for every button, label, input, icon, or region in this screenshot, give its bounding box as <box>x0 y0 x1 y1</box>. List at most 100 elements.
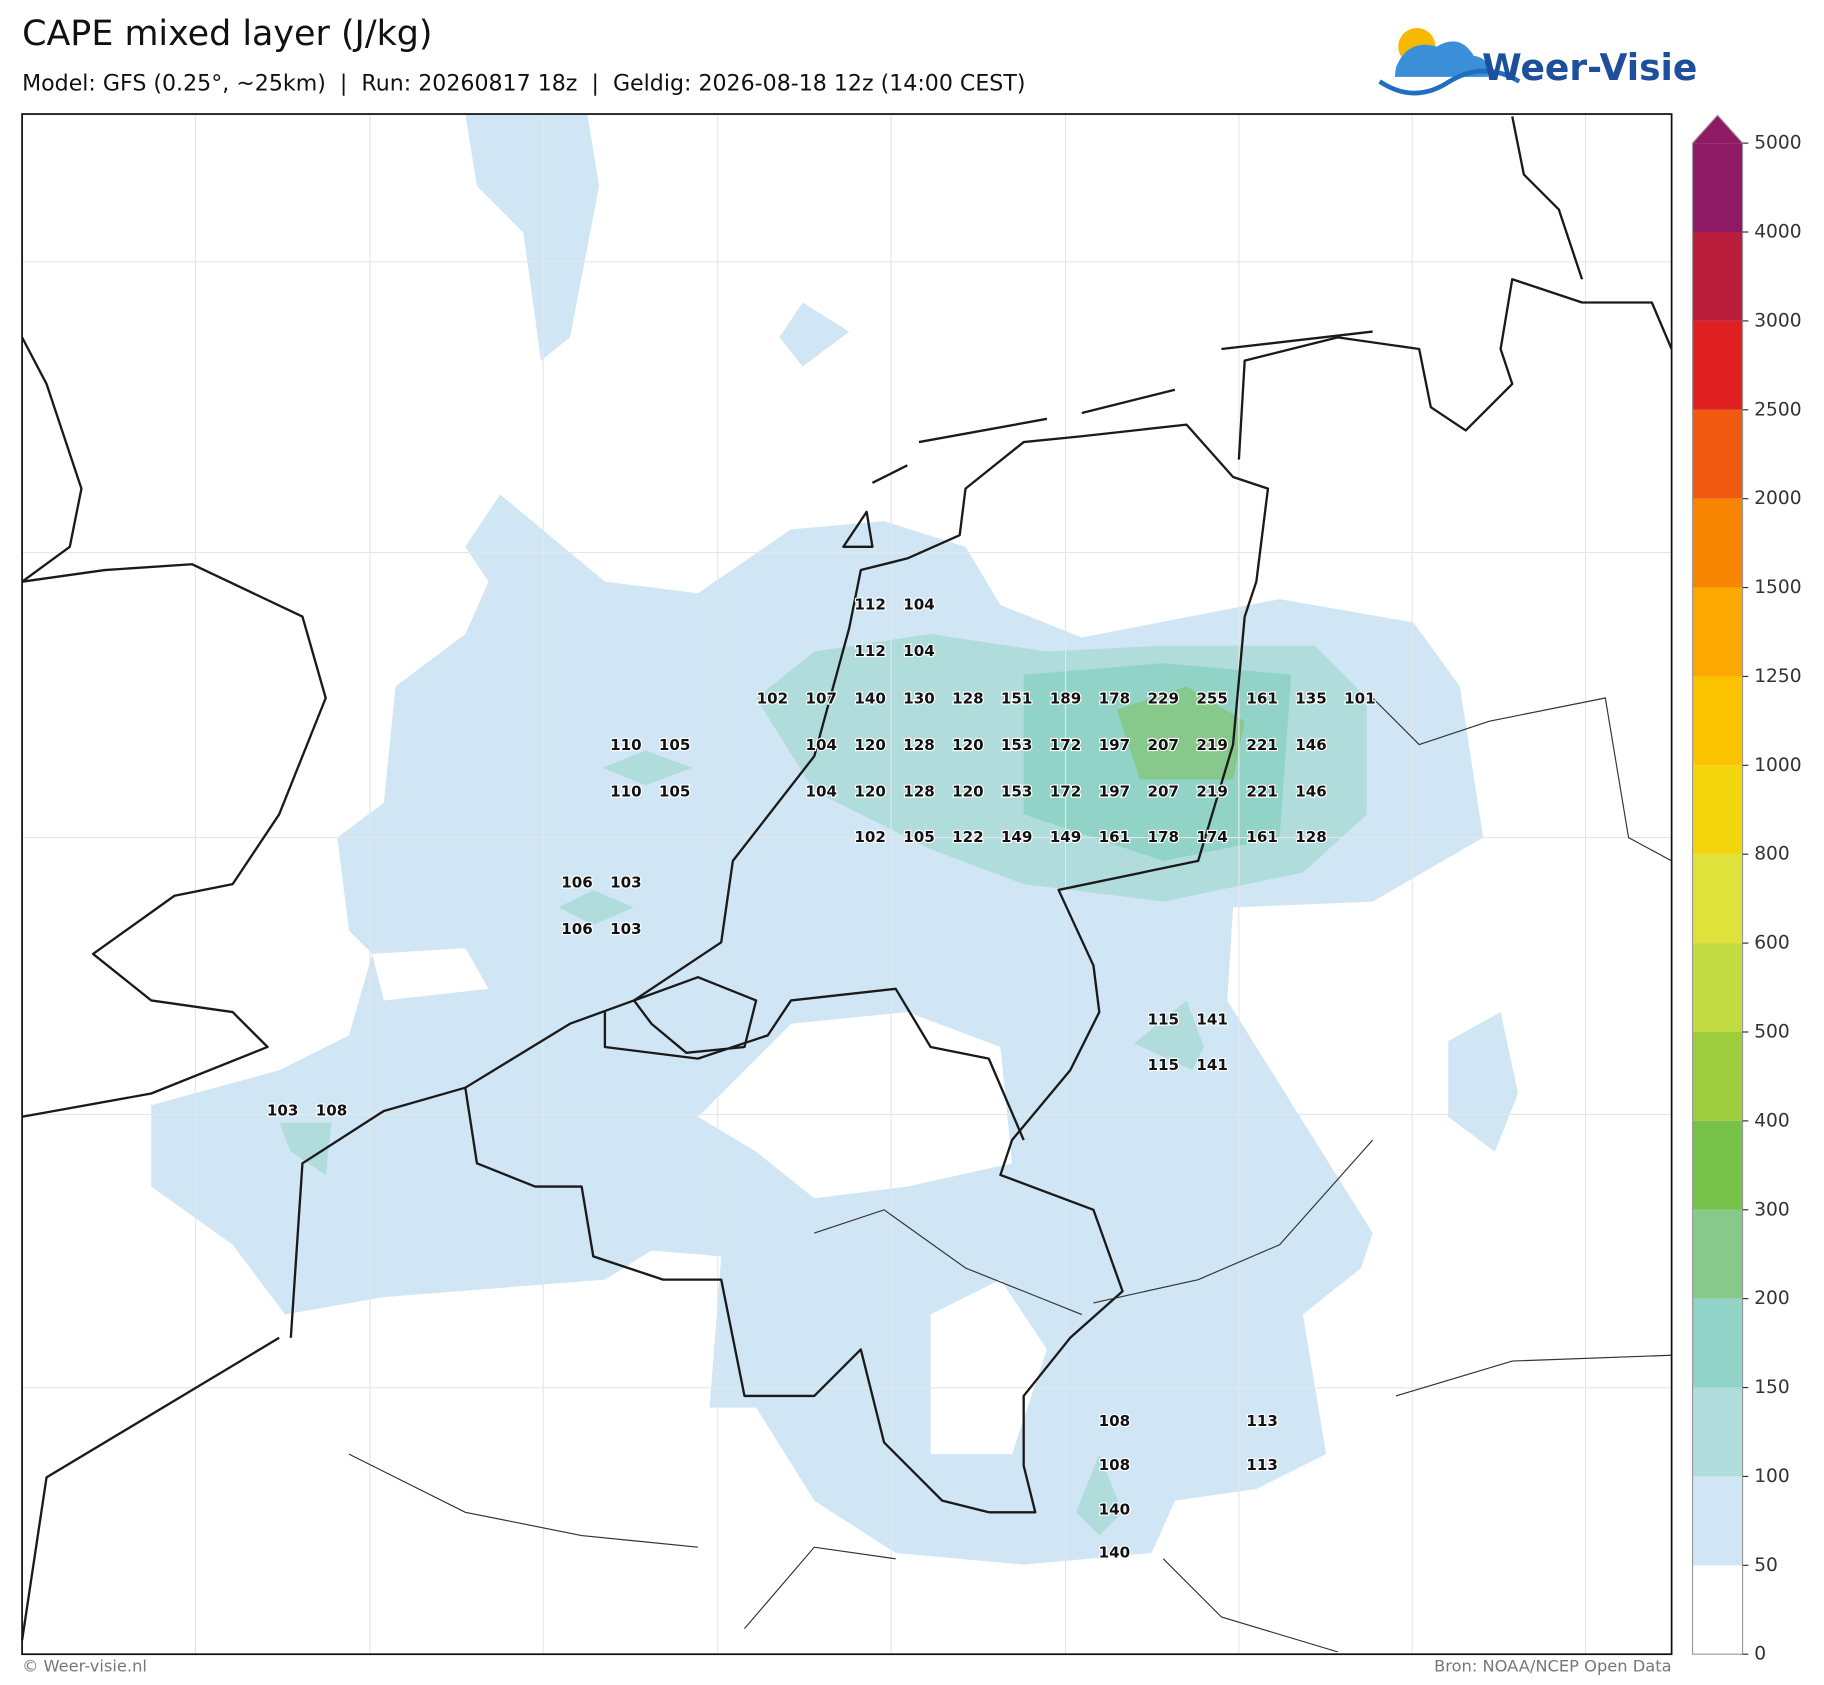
cape-value: 229 <box>1147 690 1179 708</box>
copyright: © Weer-visie.nl <box>22 1657 147 1676</box>
country-border <box>603 987 1025 1141</box>
cape-value: 189 <box>1050 690 1082 708</box>
colorbar-band <box>1692 943 1743 1032</box>
cape-value: 219 <box>1196 736 1228 754</box>
graticule <box>22 114 1672 1655</box>
cape-value: 105 <box>903 828 935 846</box>
cape-value: 104 <box>805 783 837 801</box>
colorbar-tick-label: 150 <box>1754 1377 1790 1398</box>
coastline <box>1237 278 1673 460</box>
cape-value: 172 <box>1050 736 1082 754</box>
cape-value: 140 <box>1099 1500 1131 1518</box>
coastline <box>1511 116 1584 280</box>
cape-value: 122 <box>952 828 984 846</box>
cape-value: 112 <box>854 642 886 660</box>
map-frame <box>21 113 1673 1656</box>
colorbar-tick-label: 2000 <box>1754 488 1801 509</box>
cape-value: 107 <box>805 690 837 708</box>
cape-area <box>779 302 850 367</box>
cape-value: 174 <box>1196 828 1228 846</box>
colorbar-tick-label: 50 <box>1754 1555 1778 1576</box>
colorbar-band <box>1692 854 1743 944</box>
colorbar-tick-label: 100 <box>1754 1466 1790 1487</box>
cape-value: 115 <box>1147 1056 1179 1074</box>
cape-value: 255 <box>1196 690 1228 708</box>
colorbar-band <box>1692 409 1743 499</box>
cape-value: 146 <box>1295 736 1327 754</box>
cape-value: 128 <box>952 690 984 708</box>
cape-value: 113 <box>1246 1456 1278 1474</box>
cape-gap <box>930 1279 1047 1455</box>
cape-value: 172 <box>1050 783 1082 801</box>
logo-text: Weer-Visie <box>1482 47 1697 89</box>
colorbar-tick-label: 1500 <box>1754 577 1801 598</box>
colorbar-band <box>1692 765 1743 855</box>
cape-value: 207 <box>1147 736 1179 754</box>
cape-value: 141 <box>1196 1056 1228 1074</box>
cape-value: 149 <box>1001 828 1033 846</box>
cape-value: 104 <box>903 595 935 613</box>
cape-value: 161 <box>1099 828 1131 846</box>
cape-area <box>1076 1454 1123 1536</box>
map: 112 104 112 104 102 107 140 130 128 151 189 178 229 2… <box>20 113 1673 1656</box>
colorbar-tick-label: 3000 <box>1754 310 1801 331</box>
cape-value: 120 <box>854 783 886 801</box>
colorbar-tick-label: 500 <box>1754 1021 1790 1042</box>
grid-line <box>22 114 1672 1655</box>
cape-value: 128 <box>903 736 935 754</box>
cape-fill <box>151 114 1519 1565</box>
coastlines <box>20 116 1673 1641</box>
coastline <box>21 563 327 1118</box>
cape-area <box>465 114 600 361</box>
colorbar-extension <box>1692 115 1743 144</box>
cape-gap <box>697 1012 1013 1199</box>
colorbar-tick-label: 1000 <box>1754 755 1801 776</box>
colorbar-tick-label: 5000 <box>1754 133 1801 154</box>
colorbar-tick-label: 600 <box>1754 933 1790 954</box>
cape-area <box>602 750 693 786</box>
colorbar-tick-label: 800 <box>1754 844 1790 865</box>
cape-value: 105 <box>659 736 691 754</box>
colorbar-tick-label: 400 <box>1754 1110 1790 1131</box>
cape-value: 151 <box>1001 690 1033 708</box>
cape-value: 153 <box>1001 783 1033 801</box>
cape-values: 112 104 112 104 102 107 140 130 128 151 189 178 229 2… <box>266 594 1377 1562</box>
cape-value: 140 <box>854 690 886 708</box>
region-border <box>348 697 1672 1653</box>
logo: Weer-Visie <box>1378 27 1697 96</box>
colorbar-band <box>1692 320 1743 410</box>
colorbar-band <box>1692 676 1743 766</box>
cape-value: 106 <box>561 920 593 938</box>
logo-cloud <box>1394 41 1489 77</box>
cape-value: 120 <box>952 783 984 801</box>
borders <box>348 616 1672 1653</box>
colorbar-band <box>1692 1031 1743 1121</box>
cape-value: 113 <box>1246 1412 1278 1430</box>
colorbar-band <box>1692 1387 1743 1477</box>
colorbar-outline <box>1691 114 1744 1655</box>
cape-value: 101 <box>1344 690 1376 708</box>
cape-value: 221 <box>1246 736 1278 754</box>
cape-value: 197 <box>1099 736 1131 754</box>
colorbar-band <box>1692 1298 1743 1388</box>
colorbar-band <box>1692 1209 1743 1299</box>
cape-value: 103 <box>267 1101 299 1119</box>
colorbar-tick-label: 4000 <box>1754 222 1801 243</box>
cape-value: 140 <box>1099 1544 1131 1562</box>
cape-value: 161 <box>1246 828 1278 846</box>
colorbar-tick-label: 2500 <box>1754 399 1801 420</box>
cape-area <box>279 1122 332 1175</box>
cape-value: 108 <box>1099 1456 1131 1474</box>
cape-value: 153 <box>1001 736 1033 754</box>
cape-value: 146 <box>1295 783 1327 801</box>
cape-value: 135 <box>1295 690 1327 708</box>
colorbar-band <box>1692 1120 1743 1210</box>
coastline <box>21 336 83 583</box>
colorbar-tick-label: 300 <box>1754 1199 1790 1220</box>
cape-value: 115 <box>1147 1011 1179 1029</box>
cape-value: 110 <box>610 736 642 754</box>
cape-value: 104 <box>903 642 935 660</box>
cape-value: 120 <box>952 736 984 754</box>
colorbar-band <box>1692 1565 1743 1655</box>
